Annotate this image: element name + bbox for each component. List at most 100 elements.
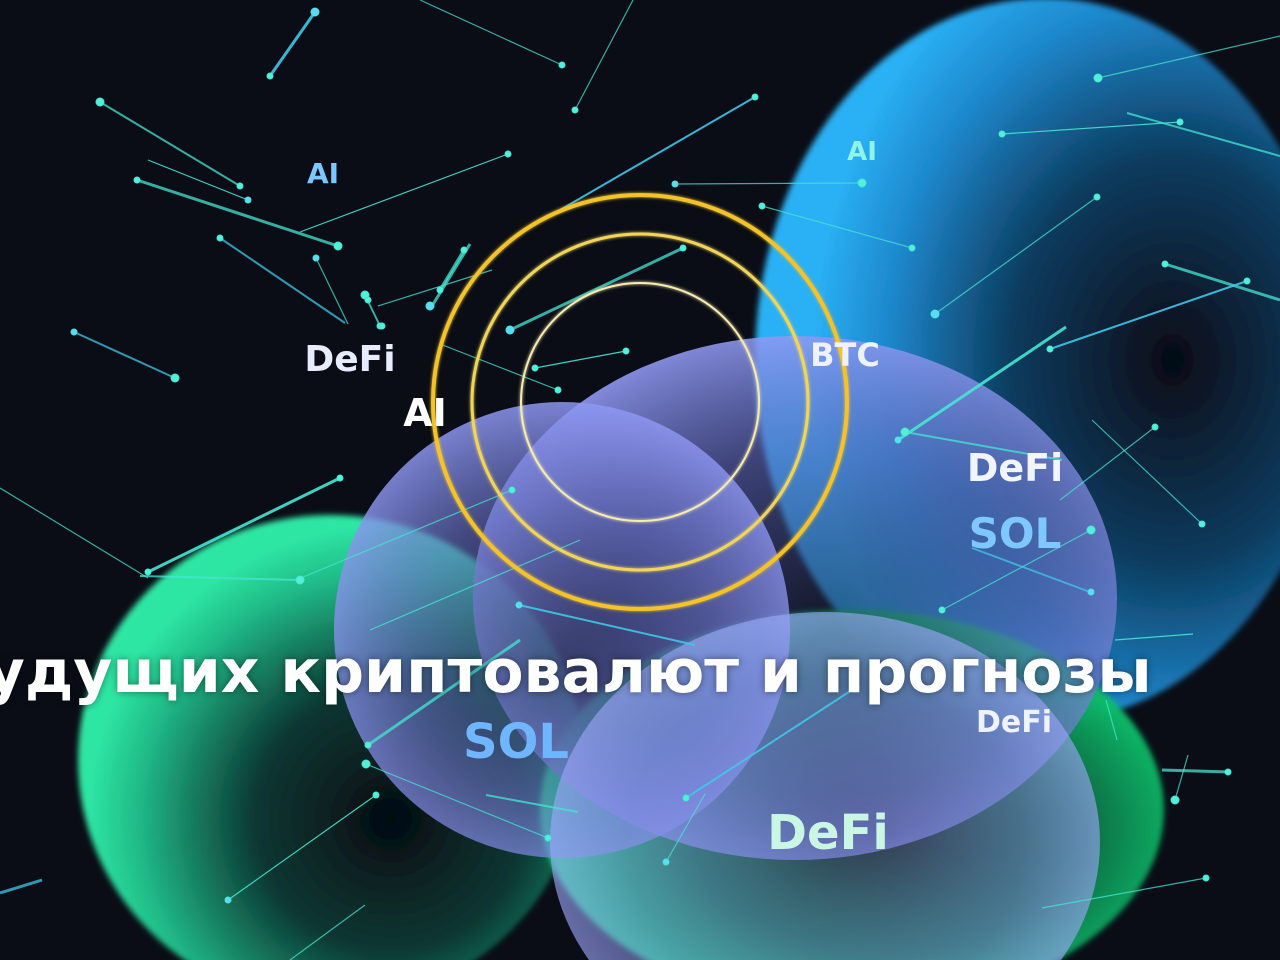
tag-defi-4: DeFi [767,805,889,861]
particle-dot [682,794,690,802]
particle-dot [266,72,274,80]
particle-dot [1198,520,1206,528]
particle-dot [236,182,244,190]
particle-dot [144,568,152,576]
particle-trail [369,539,581,631]
particle-dot [436,286,444,294]
particle-dot [333,241,343,251]
particle-trail [674,182,861,185]
particle-dot [1151,423,1159,431]
particle-trail [685,687,856,799]
particle-trail [430,243,472,307]
tag-defi-2: DeFi [967,446,1063,490]
particle-trail [665,793,706,863]
particle-trail [1097,35,1280,79]
tag-defi-3: DeFi [976,705,1052,740]
headline-text: Будущих криптовалют и прогнозы [0,637,1152,707]
particle-trail [419,0,563,66]
particle-trail [289,904,366,960]
particle-dot [425,301,435,311]
particle-dot [70,328,78,336]
particle-trail [139,575,301,581]
target-rings [431,193,849,611]
particle-dot [1224,768,1232,776]
floating-tags: AI AI DeFi AI BTC DeFi SOL SOL DeFi DeFi [304,137,1063,861]
particle-dot [531,364,539,372]
particle-trail [934,196,1098,315]
particle-trail [518,604,696,646]
particle-trail [485,794,579,813]
particle-dot [900,427,910,437]
particle-trail [1114,633,1194,641]
particle-trail [534,350,627,369]
particle-trail [136,178,339,248]
particle-trail [1161,768,1231,774]
particle-trail [1126,112,1280,157]
headline-banner: Будущих криптовалют и прогнозы [0,632,1280,712]
tag-sol-2: SOL [463,714,569,770]
particle-dot [671,180,679,188]
particle-trail [897,325,1067,442]
particle-dot [938,606,946,614]
middle-ring [470,232,810,572]
particle-trail [0,878,43,895]
particle-trail [439,343,559,391]
particle-dot [544,834,552,842]
particle-trail [1041,877,1207,909]
particle-dot [1093,73,1103,83]
particle-dot [504,150,512,158]
particle-trail [219,237,346,324]
particle-dot [378,322,386,330]
particle-dot [312,254,320,262]
particle-dot [1093,193,1101,201]
particle-trail [1001,121,1181,135]
bubble-layer [78,0,1280,960]
particle-dot [857,178,867,188]
particle-dot [170,373,180,383]
tag-ai-3: AI [403,391,447,435]
particle-trail [1174,754,1189,801]
particle-trail [1164,262,1280,302]
inner-ring [520,282,760,522]
tag-ai-1: AI [307,157,339,190]
particle-trail [1105,699,1118,741]
particle-dot [1046,345,1054,353]
particle-trail [268,11,317,77]
particle-dot [364,741,372,749]
particle-dot [758,202,766,210]
particle-dot [361,759,371,769]
particle-trail [971,547,1091,593]
particle-dot [1087,588,1095,596]
particle-trail [147,159,249,201]
tag-btc: BTC [810,336,880,374]
tag-sol-1: SOL [969,509,1062,558]
particle-dot [460,246,468,254]
particle-dot [679,244,687,252]
particle-dot [930,309,940,319]
particle-dot [505,325,515,335]
particle-dot [571,106,579,114]
tag-ai-2: AI [847,137,877,167]
particle-dot [508,486,516,494]
particle-dot [133,176,141,184]
particle-trail [559,96,756,211]
particle-dot [751,93,759,101]
particle-trail [295,489,513,581]
particle-trail [227,794,377,901]
particle-dot [894,436,902,444]
particle-trail [99,101,241,187]
particle-dot [295,575,305,585]
particle-trail [377,269,493,307]
particle-trail [299,153,509,233]
particle-dot [998,130,1006,138]
particle-dot [908,244,916,252]
particle-dot [1161,260,1169,268]
particle-dot [558,61,566,69]
particle-dot [310,7,320,17]
particle-trail [147,476,341,574]
particle-dot [216,234,224,242]
particle-trail [438,249,466,291]
particle-dot [1176,118,1184,126]
